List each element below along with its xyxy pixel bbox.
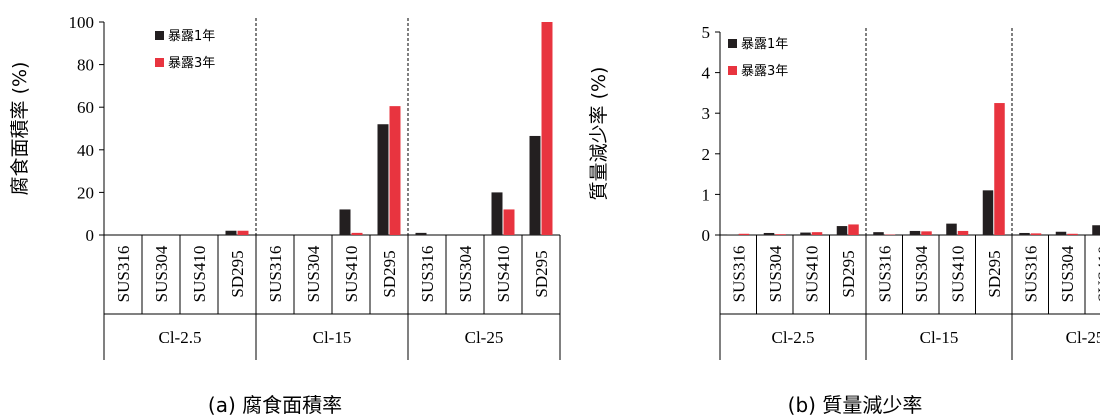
y-tick-label: 40	[77, 141, 94, 160]
group-label: Cl-25	[1066, 328, 1100, 347]
y-tick-label: 60	[77, 98, 94, 117]
legend-label: 暴露1年	[741, 37, 788, 52]
category-label: SUS304	[304, 245, 323, 302]
category-label: SUS316	[266, 246, 285, 303]
bar-year3	[351, 232, 363, 235]
category-label: SUS316	[875, 246, 894, 303]
category-label: SD295	[839, 250, 858, 297]
category-label: SUS410	[190, 246, 209, 303]
category-label: SUS410	[1094, 246, 1100, 303]
group-label: Cl-25	[465, 328, 504, 347]
category-label: SUS316	[418, 246, 437, 303]
panel-caption: (b) 質量減少率	[788, 393, 923, 417]
bar-year3	[237, 230, 249, 235]
legend-swatch	[728, 39, 737, 48]
legend-label: 暴露3年	[741, 64, 788, 79]
bar-year1	[491, 192, 503, 235]
y-tick-label: 0	[86, 226, 95, 245]
bar-year3	[957, 230, 969, 235]
bar-year1	[836, 226, 848, 235]
category-label: SD295	[532, 250, 551, 297]
category-label: SUS304	[766, 245, 785, 302]
y-tick-label: 20	[77, 183, 94, 202]
category-label: SUS304	[152, 245, 171, 302]
category-label: SUS304	[456, 245, 475, 302]
y-tick-label: 2	[702, 145, 711, 164]
bar-year1	[982, 190, 994, 235]
bar-year1	[763, 232, 775, 235]
panel-caption: (a) 腐食面積率	[208, 393, 342, 417]
category-label: SUS316	[1021, 246, 1040, 303]
y-tick-label: 80	[77, 56, 94, 75]
bar-year3	[541, 22, 553, 235]
bar-year1	[946, 223, 957, 235]
y-axis-title: 質量減少率 (%)	[588, 67, 610, 201]
bar-year3	[1030, 233, 1042, 235]
group-label: Cl-2.5	[159, 328, 202, 347]
bar-year1	[1092, 225, 1100, 235]
bar-year3	[848, 224, 859, 235]
y-tick-label: 100	[69, 13, 95, 32]
bar-year3	[1067, 233, 1078, 235]
bar-year1	[909, 230, 921, 235]
group-label: Cl-2.5	[772, 328, 815, 347]
y-tick-label: 1	[702, 185, 711, 204]
y-tick-label: 5	[702, 23, 711, 42]
bar-year1	[1019, 232, 1030, 235]
category-label: SUS410	[948, 246, 967, 303]
legend-swatch	[155, 58, 164, 67]
bar-year3	[921, 231, 932, 235]
category-label: SUS410	[342, 246, 361, 303]
bar-year1	[800, 232, 811, 235]
bar-year1	[873, 232, 884, 235]
bar-year3	[811, 232, 823, 235]
bar-year1	[225, 230, 237, 235]
category-label: SUS410	[494, 246, 513, 303]
legend-label: 暴露3年	[168, 56, 215, 71]
bar-year1	[377, 124, 389, 235]
y-tick-label: 3	[702, 104, 711, 123]
category-label: SD295	[380, 250, 399, 297]
bar-year1	[1055, 231, 1067, 235]
category-label: SUS316	[729, 246, 748, 303]
bar-year3	[738, 233, 750, 235]
bar-year1	[339, 209, 351, 235]
bar-year1	[415, 232, 427, 235]
category-label: SUS304	[1058, 245, 1077, 302]
bar-year3	[503, 209, 515, 235]
category-label: SUS316	[114, 246, 133, 303]
category-label: SUS410	[802, 246, 821, 303]
bar-year3	[775, 234, 786, 235]
y-axis-title: 腐食面積率 (%)	[9, 62, 31, 196]
bar-year1	[529, 135, 541, 235]
legend-swatch	[155, 31, 164, 40]
bar-year3	[994, 103, 1005, 235]
category-label: SD295	[228, 250, 247, 297]
category-label: SUS304	[912, 245, 931, 302]
category-label: SD295	[985, 250, 1004, 297]
legend-label: 暴露1年	[168, 29, 215, 44]
legend-swatch	[728, 66, 737, 75]
y-tick-label: 0	[702, 226, 711, 245]
group-label: Cl-15	[920, 328, 959, 347]
y-tick-label: 4	[702, 64, 711, 83]
bar-year3	[389, 106, 401, 235]
group-label: Cl-15	[313, 328, 352, 347]
